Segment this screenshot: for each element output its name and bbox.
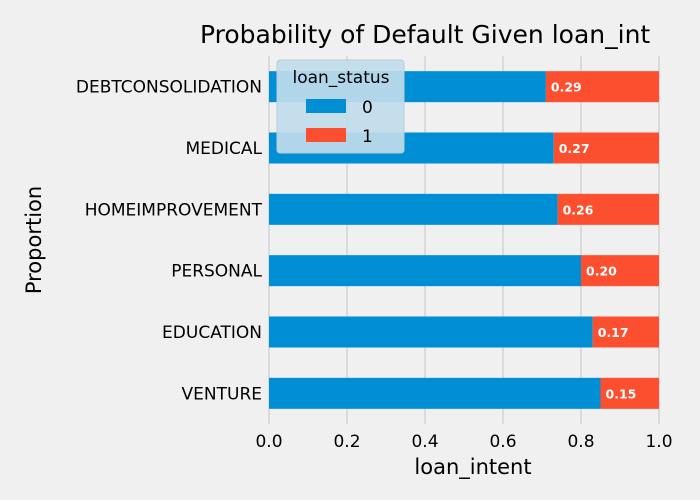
bar-series-1	[557, 193, 659, 225]
x-tick-label: 0.6	[489, 432, 516, 452]
x-tick-label: 1.0	[645, 432, 672, 452]
legend-label-1: 1	[362, 127, 373, 147]
y-tick-label: PERSONAL	[171, 262, 262, 282]
y-tick-labels: VENTURE EDUCATION PERSONAL HOMEIMPROVEMENT M…	[76, 78, 263, 405]
bar-series-1	[592, 316, 659, 348]
bar-series-1	[545, 71, 659, 103]
x-tick-label: 0.0	[255, 432, 282, 452]
y-tick-label: VENTURE	[182, 384, 262, 404]
y-tick-label: EDUCATION	[162, 323, 262, 343]
legend-swatch-1	[306, 128, 346, 142]
bar-series-0	[269, 377, 601, 409]
bar-series-1	[553, 132, 659, 164]
data-label: 0.29	[551, 80, 582, 95]
legend-title: loan_status	[292, 68, 389, 88]
data-label: 0.17	[598, 325, 629, 340]
data-label: 0.27	[559, 141, 590, 156]
bar-series-0	[269, 316, 593, 348]
data-label: 0.20	[586, 264, 617, 279]
y-axis-title: Proportion	[22, 186, 46, 294]
y-tick-label: MEDICAL	[186, 139, 263, 159]
x-tick-labels: 0.0 0.2 0.4 0.6 0.8 1.0	[255, 432, 672, 452]
y-tick-label: HOMEIMPROVEMENT	[85, 200, 263, 220]
data-labels: 0.15 0.17 0.20 0.26 0.27 0.29	[551, 80, 636, 402]
x-axis-title: loan_intent	[414, 455, 531, 480]
y-tick-label: DEBTCONSOLIDATION	[76, 78, 262, 98]
data-label: 0.26	[563, 202, 594, 217]
x-tick-label: 0.4	[411, 432, 438, 452]
x-tick-label: 0.2	[333, 432, 360, 452]
legend-label-0: 0	[362, 98, 373, 118]
bar-series-0	[269, 255, 581, 287]
chart-title: Probability of Default Given loan_int	[200, 20, 650, 49]
bar-series-1	[600, 377, 659, 409]
legend-swatch-0	[306, 99, 346, 113]
legend: loan_status 0 1	[276, 59, 405, 154]
bars	[269, 71, 659, 409]
data-label: 0.15	[606, 386, 637, 401]
bar-series-1	[581, 255, 659, 287]
bar-series-0	[269, 193, 558, 225]
x-tick-label: 0.8	[567, 432, 594, 452]
